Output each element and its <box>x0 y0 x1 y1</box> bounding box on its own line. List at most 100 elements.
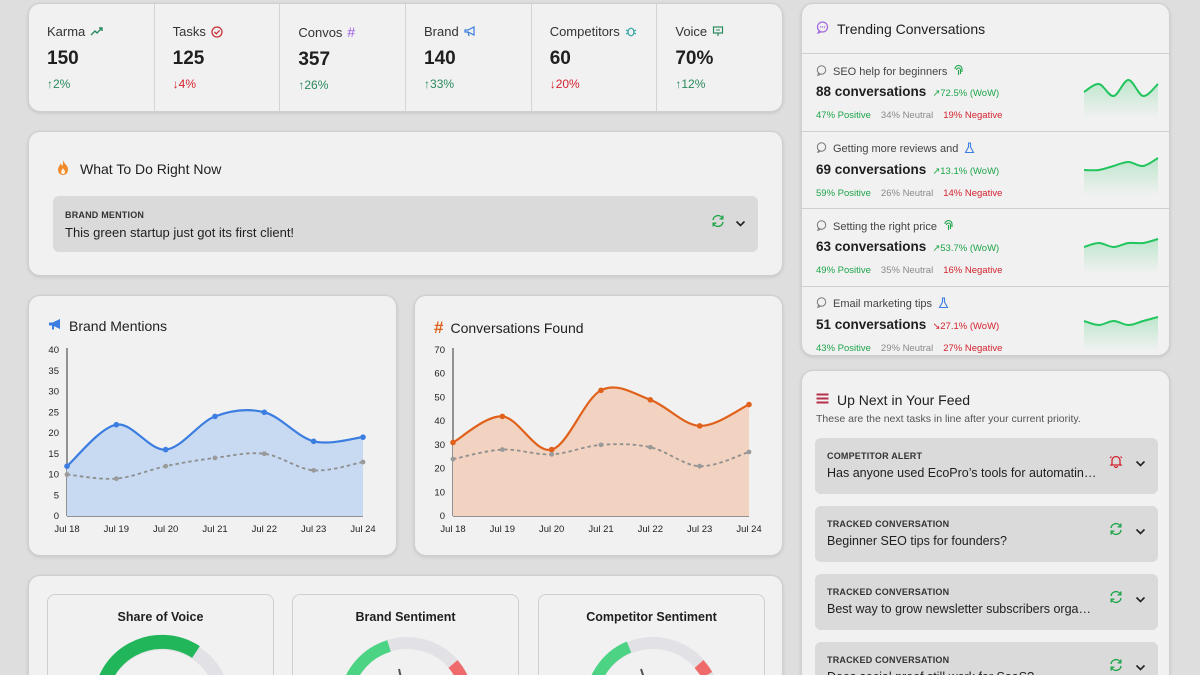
wow-change: ↗53.7% (WoW) <box>932 243 1000 254</box>
x-tick-label: Jul 24 <box>736 524 761 535</box>
comparison-point[interactable] <box>450 456 456 462</box>
comment-icon <box>816 142 827 156</box>
data-point[interactable] <box>647 397 654 403</box>
gauge-competitor-sentiment[interactable]: Competitor Sentiment <box>538 594 765 675</box>
sparkline <box>1083 156 1159 196</box>
data-point[interactable] <box>310 438 317 445</box>
sparkline <box>1083 78 1159 118</box>
stat-karma[interactable]: Karma 150 ↑2% <box>29 4 155 111</box>
x-tick-label: Jul 18 <box>440 524 465 535</box>
flask-icon <box>964 141 975 157</box>
stat-label: Tasks <box>172 24 206 39</box>
hash-icon: # <box>434 318 444 337</box>
bell-icon[interactable] <box>1109 454 1123 473</box>
data-point[interactable] <box>598 387 604 394</box>
refresh-icon[interactable] <box>1109 522 1123 541</box>
stat-voice[interactable]: Voice 70% ↑12% <box>657 4 782 111</box>
data-point[interactable] <box>450 439 456 446</box>
x-tick-label: Jul 21 <box>588 524 613 535</box>
stat-change: ↑12% <box>675 77 706 91</box>
comparison-point[interactable] <box>746 449 752 455</box>
data-point[interactable] <box>64 463 70 469</box>
comparison-point[interactable] <box>360 459 366 465</box>
gauge-share-of-voice[interactable]: Share of Voice <box>47 594 274 675</box>
comparison-point[interactable] <box>163 463 169 469</box>
feed-item[interactable]: TRACKED CONVERSATION Does social proof s… <box>815 642 1158 675</box>
comparison-point[interactable] <box>311 467 317 473</box>
chevron-down-icon[interactable] <box>1135 659 1146 675</box>
feed-item-tag: COMPETITOR ALERT <box>827 451 923 461</box>
stat-value: 125 <box>172 48 205 69</box>
data-point[interactable] <box>548 446 555 453</box>
data-point[interactable] <box>746 401 752 408</box>
chevron-down-icon[interactable] <box>735 215 746 233</box>
feed-item[interactable]: TRACKED CONVERSATION Beginner SEO tips f… <box>815 506 1158 562</box>
comparison-point[interactable] <box>549 451 555 457</box>
stat-value: 140 <box>424 48 456 69</box>
comparison-point[interactable] <box>598 442 604 448</box>
negative-share: 14% Negative <box>943 187 1003 199</box>
refresh-icon[interactable] <box>1109 590 1123 609</box>
x-tick-label: Jul 23 <box>687 524 712 535</box>
data-point[interactable] <box>113 421 120 428</box>
feed-item[interactable]: TRACKED CONVERSATION Best way to grow ne… <box>815 574 1158 630</box>
refresh-icon[interactable] <box>711 214 725 233</box>
trending-item[interactable]: Setting the right price 63 conversations… <box>802 208 1169 286</box>
positive-share: 49% Positive <box>816 265 871 276</box>
gauge-brand-sentiment[interactable]: Brand Sentiment <box>292 594 519 675</box>
stat-competitors[interactable]: Competitors 60 ↓20% <box>532 4 658 111</box>
conversations-found-plot: 0 10 20 30 40 50 60 70 Jul 18 Jul 19 Jul 20 Jul 21 J… <box>434 345 761 535</box>
up-next-title: Up Next in Your Feed <box>837 392 971 408</box>
chevron-down-icon[interactable] <box>1135 591 1146 609</box>
wow-change: ↗72.5% (WoW) <box>932 88 1000 99</box>
data-point[interactable] <box>360 434 366 440</box>
stat-brand[interactable]: Brand 140 ↑33% <box>406 4 532 111</box>
comment-icon <box>816 297 827 311</box>
bug-icon <box>625 26 637 37</box>
megaphone-icon <box>464 26 476 37</box>
chevron-down-icon[interactable] <box>1135 523 1146 541</box>
data-point[interactable] <box>261 409 268 416</box>
fingerprint-icon <box>943 219 954 234</box>
positive-share: 47% Positive <box>816 110 871 121</box>
neutral-share: 34% Neutral <box>880 110 934 121</box>
feed-item-text: Best way to grow newsletter subscribers … <box>827 602 1097 616</box>
stat-label: Competitors <box>549 24 620 39</box>
comparison-point[interactable] <box>499 447 505 452</box>
todo-task[interactable]: BRAND MENTION This green startup just go… <box>53 196 758 252</box>
stat-tasks[interactable]: Tasks 125 ↓4% <box>155 4 281 111</box>
data-point[interactable] <box>499 413 506 420</box>
comparison-point[interactable] <box>212 455 218 461</box>
brand-mentions-chart: 0 5 10 15 20 25 30 35 40 Jul 18 Jul 19 Jul 20 Jul 21… <box>28 295 397 556</box>
refresh-icon[interactable] <box>1109 658 1123 675</box>
comparison-point[interactable] <box>697 463 703 469</box>
data-point[interactable] <box>696 423 703 429</box>
conversation-count: 88 conversations <box>816 84 927 99</box>
chevron-down-icon[interactable] <box>1135 455 1146 473</box>
comparison-point[interactable] <box>261 451 267 457</box>
negative-share: 16% Negative <box>943 265 1003 276</box>
brand-mentions-plot: 0 5 10 15 20 25 30 35 40 Jul 18 Jul 19 Jul 20 Jul 21… <box>48 345 375 535</box>
series-area <box>67 410 363 516</box>
stat-value: 357 <box>298 49 331 70</box>
gauge-title: Competitor Sentiment <box>586 610 717 624</box>
trending-item[interactable]: Email marketing tips 51 conversations ↘27… <box>802 285 1169 356</box>
x-tick-label: Jul 20 <box>153 524 178 535</box>
comparison-point[interactable] <box>647 444 653 450</box>
y-tick-label: 5 <box>54 490 59 501</box>
feed-item-text: Beginner SEO tips for founders? <box>827 534 1007 548</box>
x-tick-label: Jul 21 <box>202 524 227 535</box>
trending-item[interactable]: Getting more reviews and 69 conversation… <box>802 130 1169 209</box>
trending-topic: Getting more reviews and <box>833 143 959 155</box>
data-point[interactable] <box>212 413 218 420</box>
stat-convos[interactable]: Convos # 357 ↑26% <box>280 4 407 111</box>
data-point[interactable] <box>162 446 169 453</box>
feed-item[interactable]: COMPETITOR ALERT Has anyone used EcoPro’… <box>815 438 1158 494</box>
flame-icon <box>55 159 71 179</box>
comparison-point[interactable] <box>64 472 70 477</box>
sparkline <box>1083 238 1159 273</box>
todo-card: What To Do Right Now BRAND MENTION This … <box>28 131 783 276</box>
conversation-count: 51 conversations <box>816 316 927 332</box>
trending-item[interactable]: SEO help for beginners 88 conversations ↗… <box>802 53 1169 131</box>
comparison-point[interactable] <box>113 476 119 482</box>
